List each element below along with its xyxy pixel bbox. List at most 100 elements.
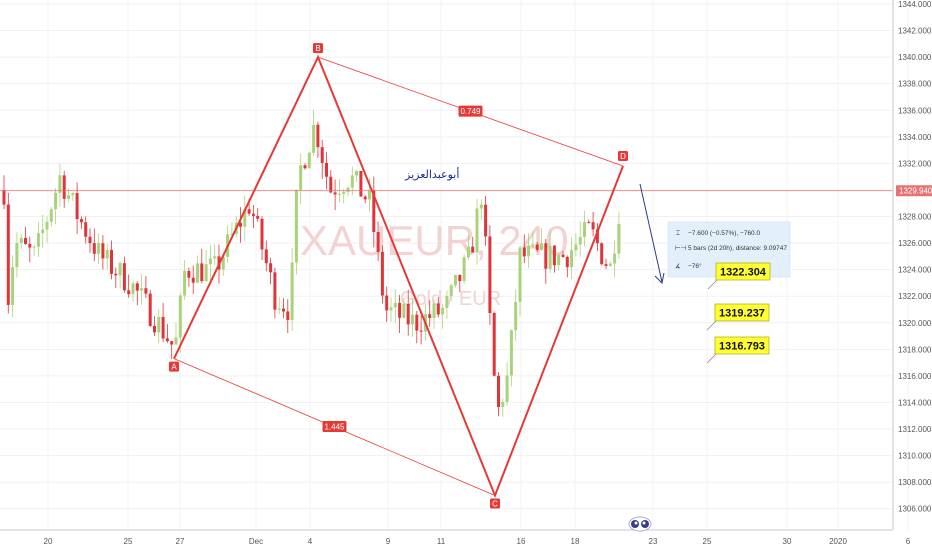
candle-body (208, 258, 212, 265)
candle-body (617, 223, 621, 254)
candle-body (398, 302, 402, 318)
candle-body (165, 338, 169, 342)
target-box (714, 336, 770, 355)
y-tick-label: 1314.000 (898, 398, 932, 407)
candle-body (24, 237, 27, 244)
candle-body (604, 264, 608, 266)
pattern-point-b-badge (313, 43, 323, 54)
y-tick-label: 1320.000 (898, 319, 932, 328)
candle-body (342, 191, 346, 194)
candle-body (393, 302, 397, 308)
candle-body (565, 256, 569, 268)
candle-body (67, 195, 70, 199)
candle-body (591, 222, 595, 230)
target-price-2: 1319.237 (719, 308, 765, 320)
measure-icon-bars: ⊢⊣ (675, 245, 687, 252)
candle-body (475, 208, 479, 253)
candle-body (479, 204, 483, 209)
pattern-legs (173, 54, 624, 499)
candle-body (466, 246, 470, 258)
projection-arrow (639, 183, 665, 285)
measure-angle: −76° (688, 262, 702, 270)
candle-body (62, 175, 66, 199)
candle-body (462, 257, 466, 282)
candle-body (488, 236, 492, 314)
pattern-point-b: B (315, 44, 320, 53)
candle-body (178, 295, 182, 338)
candle-body (247, 209, 251, 214)
target-box (714, 303, 770, 322)
candle-body (114, 273, 118, 276)
candle-body (161, 316, 165, 339)
candle-body (230, 234, 234, 236)
y-tick-label: 1324.000 (898, 266, 932, 275)
candle-body (415, 314, 419, 331)
x-tick-label: 16 (517, 537, 526, 546)
x-tick-label: 20 (44, 537, 53, 546)
candle-body (183, 270, 187, 296)
x-tick-label: 23 (649, 537, 658, 546)
candle-body (92, 243, 96, 254)
x-tick-label: 25 (124, 537, 133, 546)
candle-body (269, 263, 273, 273)
candle-body (97, 243, 101, 254)
target-pointer (706, 352, 718, 364)
current-price-badge: 1329.940 (896, 185, 932, 197)
candle-body (6, 204, 10, 305)
y-tick-label: 1338.000 (898, 80, 932, 89)
candle-body (191, 277, 195, 283)
y-tick-label: 1306.000 (898, 505, 932, 514)
tradingview-logo-icon[interactable] (628, 516, 652, 532)
candle-body (376, 231, 380, 252)
candle-body (535, 244, 539, 250)
candle-body (264, 249, 268, 264)
candle-body (600, 243, 604, 265)
candle-body (509, 330, 513, 376)
abcd-pattern[interactable]: A B C D 0.749 1.445 (169, 43, 628, 509)
candle-body (105, 249, 109, 259)
candle-body (406, 303, 410, 325)
candle-body (157, 316, 161, 333)
candle-body (316, 124, 320, 148)
x-tick-label: Dec (249, 537, 263, 546)
measure-icon-angle: ∡ (675, 263, 681, 270)
candle-body (458, 274, 462, 282)
candle-body (587, 222, 591, 224)
ratio-badge (458, 105, 483, 117)
candle-body (286, 311, 290, 320)
x-tick-label: 6 (906, 537, 911, 546)
candle-body (36, 233, 40, 247)
pattern-point-c-badge (490, 498, 500, 509)
candle-body (428, 314, 432, 318)
candle-body (557, 254, 561, 266)
candle-body (320, 147, 324, 163)
candle-body (19, 237, 23, 244)
candle-body (449, 285, 453, 297)
candle-body (303, 165, 307, 169)
candle-body (2, 189, 6, 205)
candle-body (492, 313, 496, 376)
measure-bars-distance: 5 bars (2d 20h), distance: 9.09747 (688, 245, 787, 252)
target-labels: 1322.304 1319.237 1316.793 (706, 262, 771, 364)
candle-body (522, 247, 526, 257)
y-tick-label: 1334.000 (898, 133, 932, 142)
candle-body (144, 288, 148, 294)
candle-body (608, 263, 612, 266)
candle-body (290, 262, 294, 320)
candle-body (11, 267, 15, 305)
candle-body (346, 187, 350, 192)
candle-body (329, 176, 333, 193)
candle-body (583, 222, 586, 237)
y-tick-label: 1310.000 (898, 452, 932, 461)
candle-body (110, 249, 113, 274)
candle-body (578, 236, 582, 245)
chart-grid (0, 0, 909, 530)
candle-body (135, 283, 139, 291)
candle-body (471, 246, 475, 253)
candles (2, 109, 621, 417)
target-pointer (707, 278, 719, 290)
target-pointer (706, 319, 718, 331)
candle-body (445, 296, 449, 308)
candle-body (45, 221, 49, 230)
